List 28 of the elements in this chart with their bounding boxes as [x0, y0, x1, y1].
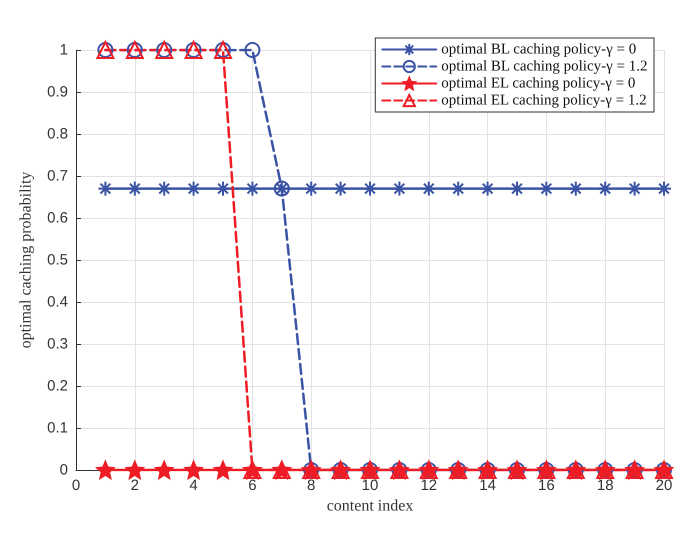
x-tick-label: 20 [656, 477, 672, 494]
legend-label: optimal BL caching policy-γ = 0 [441, 42, 636, 58]
x-tick-label: 2 [130, 477, 139, 494]
y-tick-label: 0.2 [47, 378, 68, 394]
x-tick-label: 18 [596, 477, 614, 494]
y-tick-label: 0.5 [47, 252, 68, 268]
x-tick-label: 14 [479, 477, 496, 494]
legend-label: optimal EL caching policy-γ = 1.2 [441, 92, 647, 108]
x-tick-label: 16 [538, 477, 555, 494]
x-tick-label: 8 [307, 477, 316, 494]
y-tick-label: 0.4 [47, 294, 68, 310]
x-tick-label: 6 [248, 477, 257, 494]
y-axis-title: optimal caching probability [18, 172, 34, 348]
legend-label: optimal EL caching policy-γ = 0 [441, 76, 636, 92]
x-tick-label: 12 [420, 477, 438, 494]
y-tick-label: 0.7 [47, 168, 68, 184]
x-axis-title: content index [326, 498, 414, 514]
y-tick-label: 1 [60, 42, 68, 58]
y-tick-label: 0.6 [47, 210, 68, 226]
y-tick-label: 0.3 [47, 336, 68, 352]
y-tick-label: 0 [60, 462, 68, 478]
x-tick-label: 4 [189, 477, 198, 494]
y-tick-label: 0.1 [47, 420, 68, 436]
y-tick-label: 0.9 [47, 84, 68, 100]
y-tick-label: 0.8 [47, 126, 68, 142]
x-tick-label: 10 [362, 477, 378, 494]
x-tick-label: 0 [72, 477, 80, 494]
legend-label: optimal BL caching policy-γ = 1.2 [441, 58, 648, 74]
